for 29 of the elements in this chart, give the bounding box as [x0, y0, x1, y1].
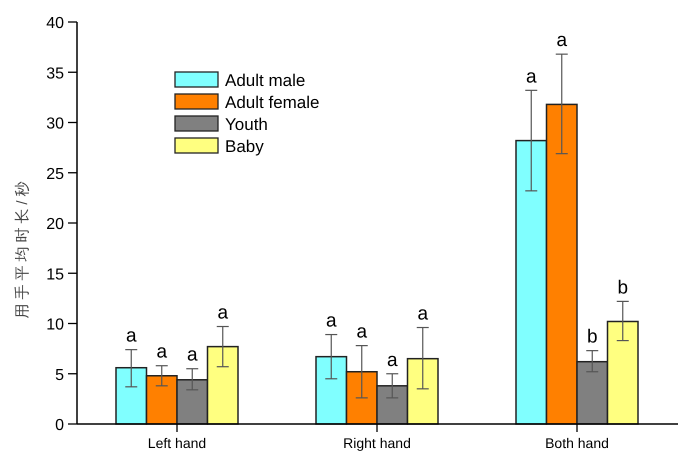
y-tick-label: 0: [55, 417, 64, 434]
annotation: a: [186, 344, 198, 366]
y-tick-label: 30: [46, 116, 64, 132]
annotation: a: [326, 310, 337, 332]
annotation: a: [386, 350, 398, 371]
annotation: a: [526, 66, 537, 88]
x-tick-label: Right hand: [343, 435, 411, 451]
annotation: b: [586, 326, 598, 348]
y-tick-label: 15: [46, 266, 64, 284]
y-tick-label: 40: [46, 15, 64, 32]
legend-label: Baby: [225, 137, 264, 156]
y-axis-title: 用手平均时长/秒: [14, 177, 31, 319]
annotation: a: [126, 326, 137, 347]
annotation: a: [417, 304, 428, 325]
legend-label: Adult female: [225, 93, 320, 112]
y-tick-label: 5: [55, 366, 64, 384]
x-tick-label: Both hand: [545, 435, 609, 451]
x-tick-label: Left hand: [148, 435, 206, 451]
y-tick-label: 20: [46, 216, 64, 233]
y-tick-label: 25: [46, 166, 64, 183]
annotation: a: [156, 342, 168, 363]
annotation: a: [556, 30, 568, 52]
annotation: b: [617, 277, 628, 298]
legend-label: Adult male: [225, 71, 306, 90]
annotation: a: [356, 322, 368, 343]
annotation: a: [217, 302, 228, 324]
legend-label: Youth: [225, 115, 268, 134]
y-tick-label: 35: [46, 65, 64, 82]
y-tick-label: 10: [46, 316, 64, 334]
